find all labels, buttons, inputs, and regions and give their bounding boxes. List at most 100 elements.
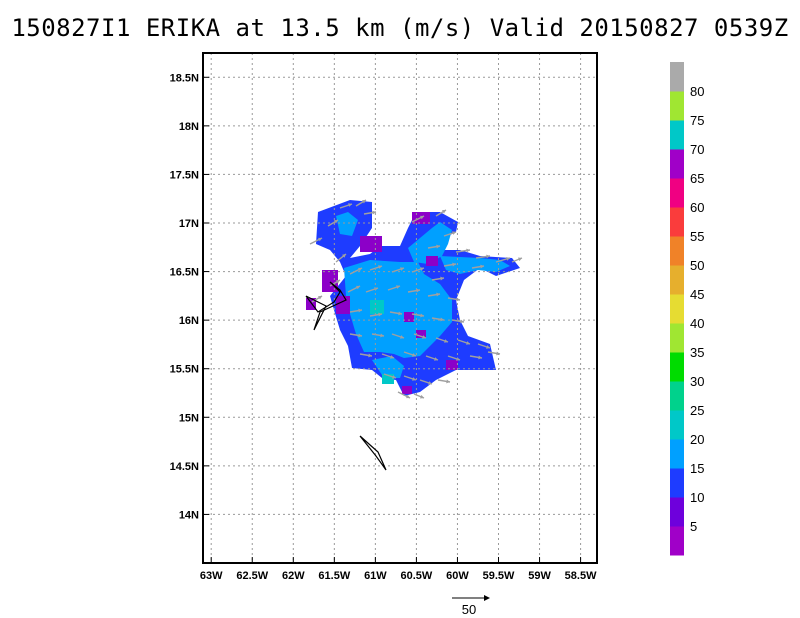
colorbar-swatch [670, 526, 684, 556]
y-tick-label: 17N [179, 218, 199, 230]
colorbar-swatch [670, 265, 684, 295]
colorbar-label: 25 [690, 403, 704, 418]
colorbar: 5 10 15 20 25 30 35 40 45 50 55 60 65 70 75 80 [670, 62, 704, 556]
x-tick-label: 60.5W [401, 570, 433, 582]
wind-region-5ms [404, 312, 414, 322]
x-tick-label: 62.5W [236, 570, 268, 582]
x-tick-label: 59W [528, 570, 551, 582]
y-tick-label: 14.5N [170, 461, 199, 473]
wind-vector-head [428, 381, 432, 385]
wind-vector-head [358, 308, 362, 313]
colorbar-label: 60 [690, 200, 704, 215]
wind-region-5ms [322, 270, 338, 292]
wind-vector-head [358, 267, 362, 272]
wind-vector-head [400, 335, 404, 339]
wind-vector-head [420, 394, 424, 399]
reference-arrow-head [484, 595, 490, 601]
wind-vector-head [362, 200, 366, 204]
wind-vector-head [420, 215, 424, 220]
colorbar-swatch [670, 178, 684, 208]
plot-frame [202, 52, 598, 564]
wind-vector-head [486, 254, 490, 259]
wind-vector-head [436, 292, 440, 297]
x-tick-label: 58.5W [565, 570, 597, 582]
wind-vector-head [318, 296, 322, 300]
wind-vector-head [452, 262, 456, 267]
wind-region-5ms [426, 256, 438, 266]
island-outlines [305, 281, 387, 471]
colorbar-swatch [670, 91, 684, 121]
island-outline-guadeloupe [305, 281, 347, 331]
colorbar-swatch [670, 207, 684, 237]
wind-vector-head [368, 353, 372, 358]
wind-vector-head [440, 276, 444, 281]
colorbar-label: 70 [690, 142, 704, 157]
wind-region-5ms [446, 360, 458, 370]
wind-vector-head [318, 237, 322, 242]
wind-vector-head [486, 345, 490, 349]
wind-vector-head [400, 267, 404, 271]
y-tick-label: 17.5N [170, 169, 199, 181]
wind-region-20ms [382, 374, 394, 384]
wind-region-5ms [306, 298, 316, 310]
reference-vector-label: 50 [462, 602, 476, 617]
colorbar-label: 55 [690, 229, 704, 244]
wind-region-15ms [372, 356, 404, 378]
wind-region-15ms [336, 212, 358, 236]
wind-vector-head [446, 379, 450, 384]
y-tick-label: 16N [179, 315, 199, 327]
wind-vector-head [434, 357, 438, 361]
gridlines [203, 53, 597, 563]
colorbar-swatch [670, 381, 684, 411]
wind-vector-head [442, 210, 446, 214]
colorbar-label: 75 [690, 113, 704, 128]
colorbar-swatch [670, 149, 684, 179]
wind-vector-head [380, 333, 384, 338]
wind-vector-head [334, 220, 338, 224]
wind-vector-head [390, 355, 394, 359]
colorbar-label: 80 [690, 84, 704, 99]
colorbar-label: 40 [690, 316, 704, 331]
y-tick-label: 18N [179, 121, 199, 133]
x-tick-label: 60W [446, 570, 469, 582]
y-tick-label: 15N [179, 412, 199, 424]
wind-vector-head [398, 311, 402, 316]
colorbar-swatch [670, 323, 684, 353]
wind-region-5ms [416, 330, 426, 338]
wind-region-5ms [360, 236, 382, 252]
wind-region-15ms [408, 222, 452, 264]
colorbar-swatch [670, 120, 684, 150]
x-tick-label: 63W [200, 570, 223, 582]
colorbar-swatch [670, 439, 684, 469]
wind-region-20ms [370, 300, 384, 314]
wind-vector-head [378, 312, 382, 317]
wind-vector-head [356, 285, 360, 290]
colorbar-label: 50 [690, 258, 704, 273]
wind-vector-head [420, 267, 424, 271]
colorbar-label: 30 [690, 374, 704, 389]
colorbar-swatch [670, 294, 684, 324]
chart-title: 150827I1 ERIKA at 13.5 km (m/s) Valid 20… [11, 14, 789, 42]
wind-vector-head [412, 353, 416, 357]
x-tick-label: 62W [282, 570, 305, 582]
island-outline-dominica [359, 435, 387, 471]
colorbar-label: 35 [690, 345, 704, 360]
colorbar-label: 15 [690, 461, 704, 476]
wind-vector-head [336, 280, 340, 284]
wind-vector-head [452, 231, 456, 235]
wind-vector-head [478, 355, 482, 360]
colorbar-label: 45 [690, 287, 704, 302]
wind-vector-head [342, 254, 346, 258]
wind-vector-head [358, 333, 362, 338]
colorbar-label: 65 [690, 171, 704, 186]
wind-vector-head [480, 264, 484, 269]
wind-vector-head [416, 288, 420, 293]
colorbar-swatch [670, 236, 684, 266]
x-axis: 63W 62.5W 62W 61.5W 61W 60.5W 60W 59.5W 59W 58.5W [200, 557, 597, 582]
wind-vector-head [518, 257, 522, 262]
wind-vector-head [372, 210, 376, 215]
wind-vector-head [420, 313, 424, 318]
wind-vector-head [422, 335, 426, 339]
x-tick-label: 61.5W [318, 570, 350, 582]
